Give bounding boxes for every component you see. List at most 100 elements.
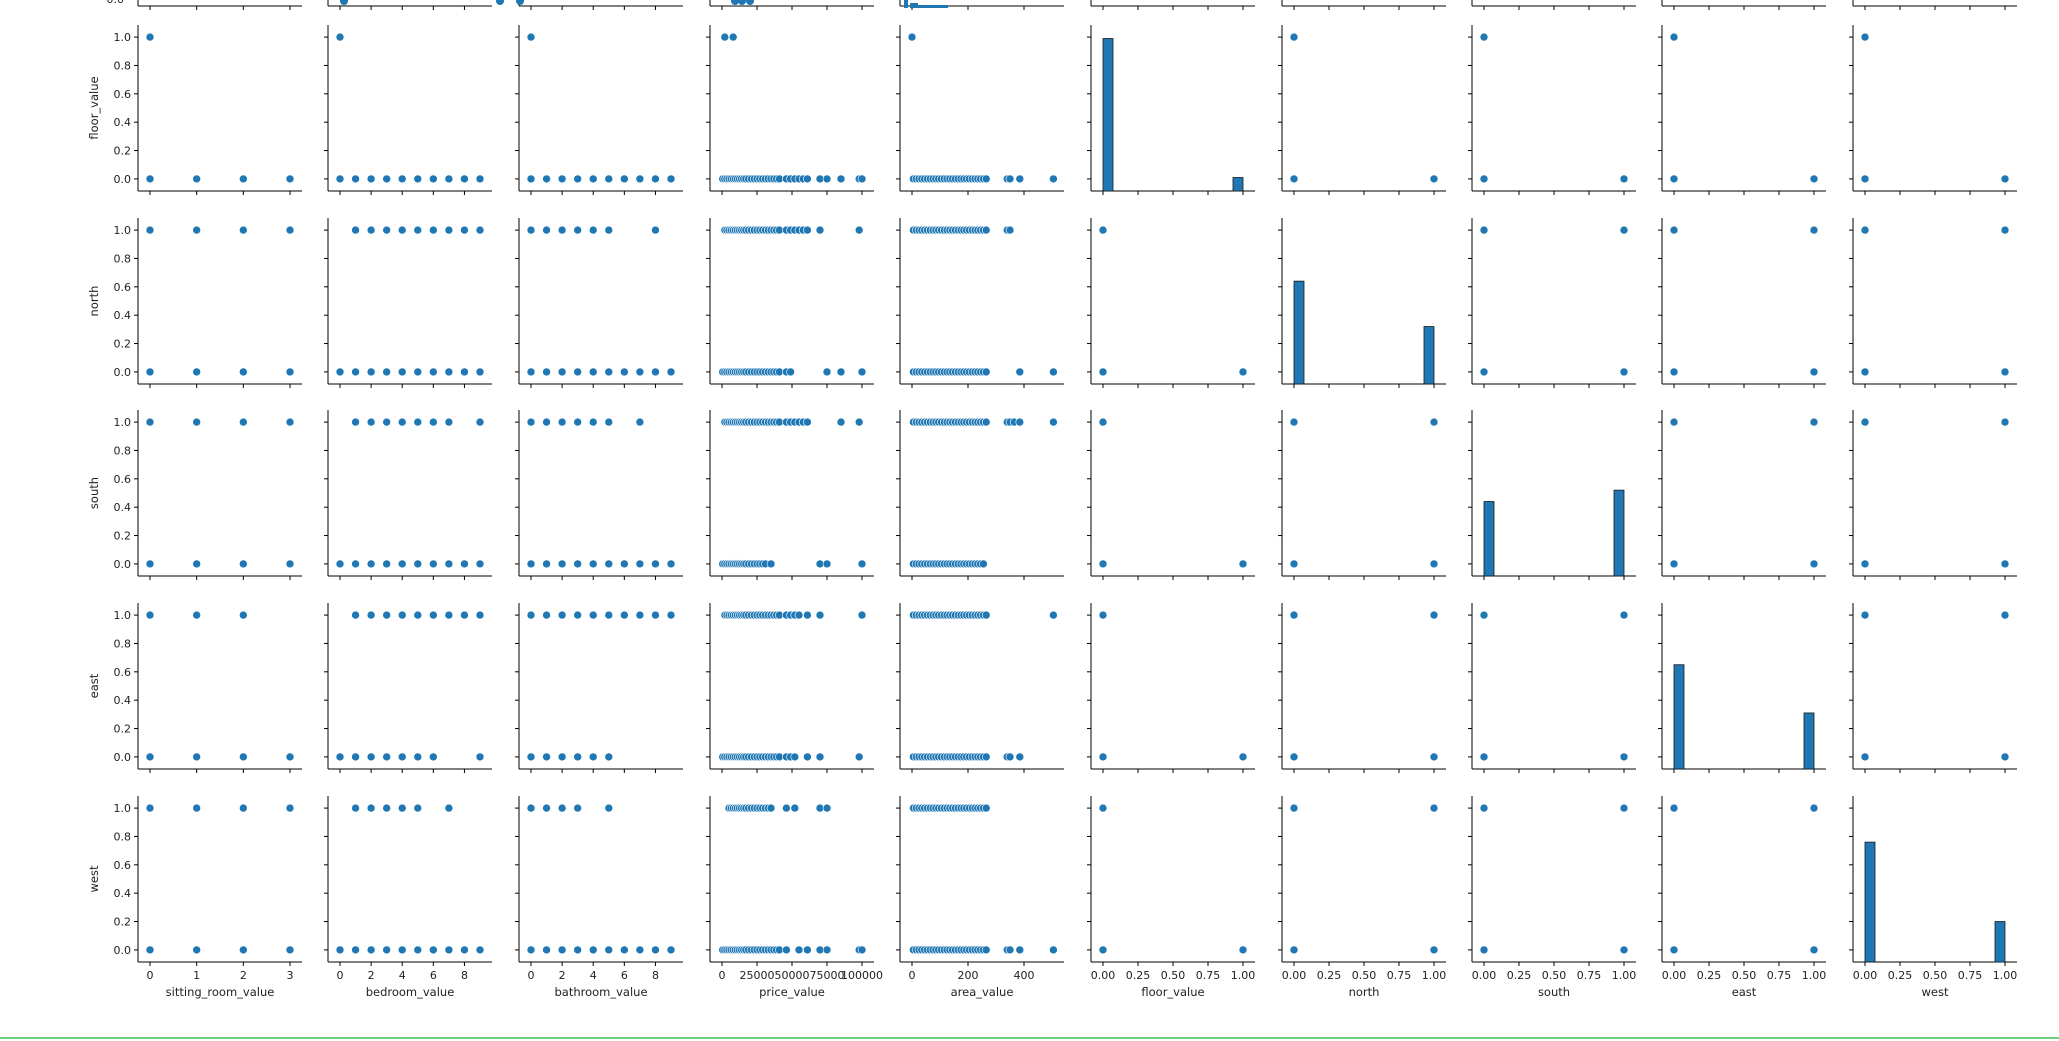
scatter-point: [1289, 174, 1299, 184]
scatter-point: [1238, 367, 1248, 377]
x-tick-label: 1.00: [1993, 969, 2018, 982]
scatter-point: [542, 559, 551, 569]
scatter-point: [588, 610, 598, 620]
panel-east-vs-sitting_room_value: 0.0 0.2 0.4 0.6 0.8 1.0: [114, 603, 302, 773]
x-tick-label: 8: [652, 969, 659, 982]
scatter-point: [1669, 174, 1679, 184]
scatter-point: [460, 225, 469, 235]
scatter-point: [475, 417, 485, 427]
scatter-point: [1669, 225, 1679, 235]
scatter-point: [192, 367, 201, 377]
scatter-point: [429, 367, 438, 377]
scatter-point: [397, 945, 407, 955]
scatter-point: [1098, 610, 1108, 620]
panel-west-vs-floor_value: 0.00 0.25 0.50 0.75 1.00 floor_value: [1087, 796, 1255, 999]
scatter-point: [366, 225, 376, 235]
x-tick-label: 0: [337, 969, 344, 982]
x-tick-label: 0.00: [1472, 969, 1497, 982]
panel-north-vs-north: [1278, 218, 1446, 388]
scatter-point: [1098, 417, 1108, 427]
scatter-point: [1289, 803, 1299, 813]
panel-east-vs-west: [1849, 603, 2017, 773]
partial-top-row-east: [1661, 0, 1826, 10]
scatter-point: [285, 752, 295, 762]
scatter-point: [475, 225, 485, 235]
scatter-point: [542, 945, 551, 955]
scatter-point: [604, 945, 614, 955]
x-tick-label: 0.25: [1317, 969, 1342, 982]
y-tick-label: 0.2: [114, 530, 132, 543]
y-tick-label: 0.4: [114, 694, 132, 707]
scatter-point: [475, 559, 485, 569]
scatter-point: [786, 367, 795, 377]
partial-top-row-south: [1471, 0, 1636, 10]
scatter-point: [1289, 945, 1299, 955]
scatter-point: [1289, 559, 1299, 569]
scatter-point: [397, 417, 407, 427]
scatter-point: [192, 610, 201, 620]
scatter-point: [803, 945, 812, 955]
scatter-point: [413, 559, 423, 569]
scatter-point: [790, 752, 800, 762]
scatter-point: [651, 559, 660, 569]
scatter-point: [366, 367, 376, 377]
scatter-point: [542, 174, 551, 184]
histogram-bar: [1102, 38, 1114, 192]
x-tick-label: 0.00: [1282, 969, 1307, 982]
panel-floor_value-vs-price_value: [706, 25, 874, 195]
scatter-point: [557, 803, 567, 813]
scatter-point: [836, 174, 846, 184]
y-tick-label: 1.0: [114, 802, 132, 815]
scatter-point: [382, 752, 391, 762]
scatter-point: [1005, 174, 1015, 184]
panel-west-vs-west: 0.00 0.25 0.50 0.75 1.00 west: [1849, 796, 2017, 999]
scatter-point: [782, 803, 791, 813]
x-tick-label: 0.50: [1732, 969, 1757, 982]
histogram-bar: [1673, 664, 1685, 770]
scatter-point: [1860, 174, 1870, 184]
x-axis-title: east: [1732, 985, 1757, 999]
scatter-point: [1429, 945, 1439, 955]
scatter-point: [444, 367, 454, 377]
scatter-point: [794, 610, 804, 620]
x-tick-label: 0.00: [1662, 969, 1687, 982]
panel-floor_value-vs-south: [1468, 25, 1636, 195]
panel-north-vs-sitting_room_value: 0.0 0.2 0.4 0.6 0.8 1.0: [114, 218, 302, 388]
scatter-point: [588, 559, 598, 569]
scatter-point: [1669, 32, 1679, 42]
partial-y-tick-label: 0.0: [107, 0, 125, 6]
scatter-point: [475, 367, 485, 377]
scatter-point: [782, 945, 791, 955]
scatter-point: [1429, 803, 1439, 813]
scatter-point: [192, 417, 201, 427]
scatter-point: [2000, 610, 2010, 620]
x-axis-title: bedroom_value: [366, 985, 455, 999]
x-tick-label: 0.25: [1507, 969, 1532, 982]
x-tick-label: 0.25: [1126, 969, 1151, 982]
scatter-point: [397, 610, 407, 620]
partial-point: [738, 0, 746, 5]
scatter-point: [239, 367, 248, 377]
scatter-point: [1669, 367, 1679, 377]
scatter-point: [192, 803, 201, 813]
scatter-point: [526, 610, 536, 620]
scatter-point: [192, 559, 201, 569]
scatter-point: [604, 174, 614, 184]
scatter-point: [588, 945, 598, 955]
scatter-point: [794, 945, 804, 955]
x-tick-label: 0.00: [1853, 969, 1878, 982]
scatter-point: [366, 417, 376, 427]
x-tick-label: 2: [559, 969, 566, 982]
panel-south-vs-west: [1849, 410, 2017, 580]
scatter-point: [1809, 945, 1819, 955]
panel-floor_value-vs-bathroom_value: [515, 25, 683, 195]
scatter-point: [1015, 174, 1025, 184]
histogram-bar: [1994, 921, 2006, 963]
panel-floor_value-vs-sitting_room_value: 0.0 0.2 0.4 0.6 0.8 1.0: [114, 25, 302, 195]
x-tick-label: 0.25: [1697, 969, 1722, 982]
x-tick-label: 2: [368, 969, 375, 982]
scatter-point: [1049, 417, 1058, 427]
panel-south-vs-sitting_room_value: 0.0 0.2 0.4 0.6 0.8 1.0: [114, 410, 302, 580]
y-tick-label: 0.8: [114, 830, 132, 843]
scatter-point: [285, 559, 295, 569]
